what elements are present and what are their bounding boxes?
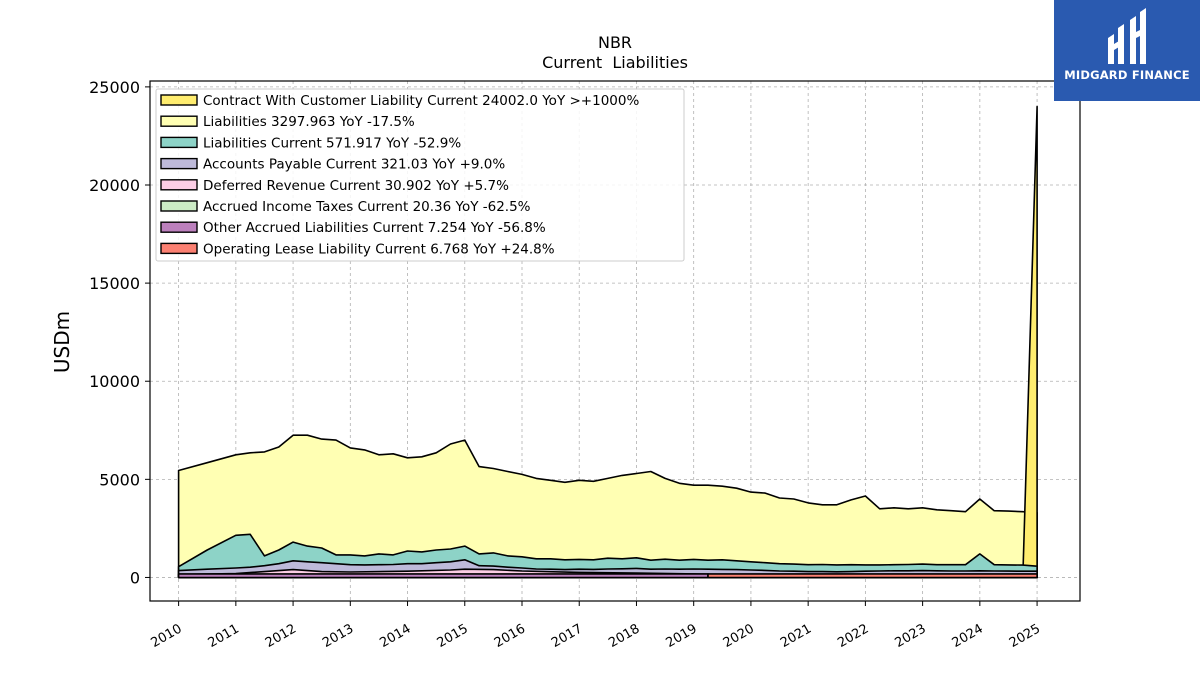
series-area-liabilities <box>177 434 1038 579</box>
brand-logo-text: MIDGARD FINANCE <box>1064 68 1190 82</box>
y-tick-label: 0 <box>130 568 140 587</box>
series-areas <box>177 105 1038 579</box>
legend-swatch <box>160 115 198 127</box>
y-tick-label: 25000 <box>89 78 140 97</box>
legend-swatch <box>160 179 198 191</box>
legend-box <box>155 88 685 262</box>
legend-label: Other Accrued Liabilities Current 7.254 … <box>203 220 546 236</box>
midgard-logo-icon <box>1108 8 1146 64</box>
y-tick-label: 15000 <box>89 274 140 293</box>
legend-label: Accrued Income Taxes Current 20.36 YoY -… <box>203 199 531 215</box>
series-area-operating_lease <box>707 573 1038 579</box>
y-tick-label: 10000 <box>89 372 140 391</box>
legend-swatch <box>160 94 198 106</box>
y-axis-label: USDm <box>50 311 74 373</box>
chart-title: NBR <box>598 33 632 52</box>
legend: Contract With Customer Liability Current… <box>155 88 685 262</box>
legend-label: Accounts Payable Current 321.03 YoY +9.0… <box>203 157 505 173</box>
chart-subtitle: Current Liabilities <box>542 53 688 72</box>
legend-label: Liabilities Current 571.917 YoY -52.9% <box>203 135 461 151</box>
brand-logo: MIDGARD FINANCE <box>1054 0 1200 101</box>
legend-swatch <box>160 157 198 170</box>
y-tick-label: 5000 <box>99 470 140 489</box>
legend-swatch <box>160 200 198 212</box>
legend-label: Contract With Customer Liability Current… <box>203 93 639 109</box>
legend-label: Liabilities 3297.963 YoY -17.5% <box>203 114 415 130</box>
legend-label: Deferred Revenue Current 30.902 YoY +5.7… <box>203 178 509 194</box>
legend-label: Operating Lease Liability Current 6.768 … <box>203 241 555 257</box>
legend-swatch <box>160 242 198 255</box>
y-axis: 0 5000 10000 15000 20000 25000 <box>89 78 150 587</box>
plot-frame <box>149 80 1081 602</box>
legend-swatch <box>160 221 198 233</box>
y-tick-label: 20000 <box>89 176 140 195</box>
legend-swatch <box>160 136 198 149</box>
